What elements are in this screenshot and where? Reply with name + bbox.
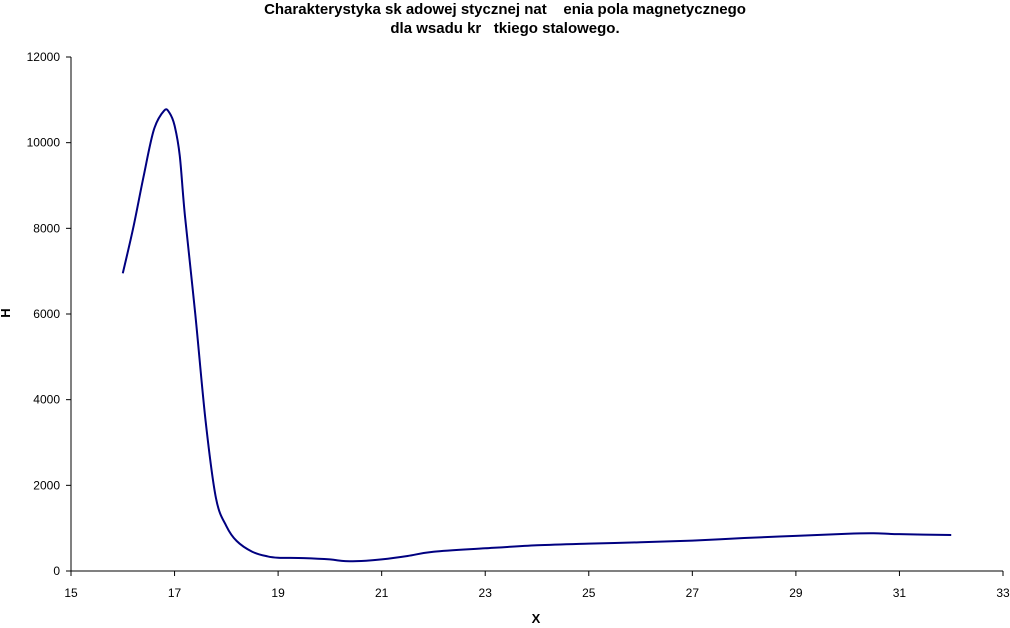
y-tick-label: 0 — [53, 564, 60, 578]
x-tick-label: 27 — [686, 586, 700, 600]
x-tick-label: 29 — [789, 586, 803, 600]
x-tick-label: 19 — [271, 586, 285, 600]
chart-title-line-2: dla wsadu kr tkiego stalowego. — [390, 20, 620, 37]
series-line-0 — [121, 108, 952, 563]
y-tick-label: 6000 — [33, 307, 60, 321]
x-tick-label: 17 — [168, 586, 182, 600]
x-tick-label: 15 — [64, 586, 78, 600]
x-axis-label: X — [532, 611, 541, 626]
x-tick-label: 25 — [582, 586, 596, 600]
y-tick-label: 2000 — [33, 478, 60, 492]
axes — [66, 56, 1004, 576]
y-tick-label: 10000 — [27, 136, 61, 150]
tick-labels: 15 17 19 21 23 25 27 29 31 33 0 2000 4000 6000 8000 100… — [27, 50, 1010, 600]
y-tick-label: 4000 — [33, 393, 60, 407]
y-axis-label: H — [0, 308, 13, 317]
y-tick-label: 12000 — [27, 50, 61, 64]
x-tick-label: 23 — [479, 586, 493, 600]
x-tick-label: 21 — [375, 586, 389, 600]
x-tick-label: 33 — [996, 586, 1010, 600]
chart-title-line-1: Charakterystyka sk adowej stycznej nat e… — [264, 1, 746, 18]
series-lines — [121, 108, 952, 563]
x-tick-label: 31 — [893, 586, 907, 600]
chart-title: Charakterystyka sk adowej stycznej nat e… — [0, 0, 1010, 38]
y-tick-label: 8000 — [33, 221, 60, 235]
